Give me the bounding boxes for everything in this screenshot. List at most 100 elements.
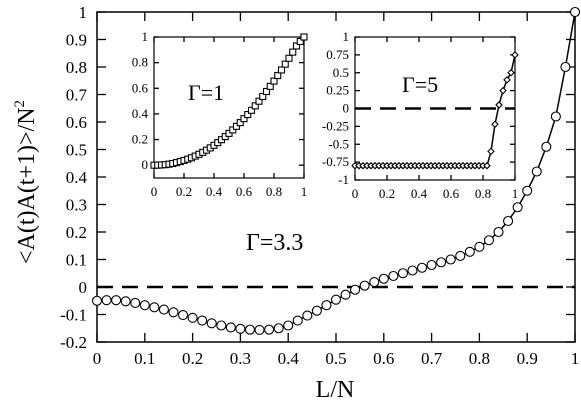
y-axis-title: <A(t)A(t+1)>/N2 (12, 100, 40, 264)
inset-gamma-5-data-point (507, 68, 515, 77)
main-data-point (330, 294, 342, 305)
main-data-point (292, 315, 303, 326)
main-data-point (216, 320, 227, 331)
main-data-point (149, 302, 160, 313)
inset-gamma-5-y-tick-label: -0.75 (322, 154, 349, 169)
main-x-tick-label: 0 (93, 349, 102, 368)
main-data-point (560, 61, 571, 73)
main-data-point (130, 297, 141, 309)
main-data-point (101, 295, 112, 306)
inset-gamma-5-data-point (503, 76, 511, 84)
main-y-tick-label: 0.7 (66, 86, 88, 105)
inset-gamma-1-data-point (289, 48, 297, 56)
inset-gamma-5-x-tick-label: 0.2 (379, 186, 395, 201)
inset-gamma-1-y-tick-label: 0.8 (132, 55, 148, 70)
main-data-point (426, 259, 437, 271)
inset-gamma-1-x-tick-label: 0.8 (266, 184, 282, 199)
inset-gamma-1-data-point (274, 72, 282, 80)
main-data-point (264, 324, 275, 335)
inset-gamma-1-data-point (229, 126, 237, 134)
main-y-tick-label: 1 (79, 3, 88, 22)
main-y-tick-label: 0.5 (66, 141, 87, 160)
inset-gamma-5-data-point (491, 120, 499, 129)
inset-gamma-1-data-point (236, 119, 244, 127)
inset-gamma-1-y-tick-label: 0 (142, 157, 149, 172)
inset-gamma-1-data-point (262, 87, 271, 96)
main-data-point (197, 315, 208, 326)
main-data-point (369, 276, 380, 288)
main-y-tick-label: 0.2 (66, 223, 87, 242)
inset-gamma-1-x-tick-label: 0.2 (176, 184, 192, 199)
main-x-tick-label: 0.9 (517, 349, 538, 368)
main-data-point (436, 257, 447, 268)
inset-gamma-1-data-point (247, 106, 256, 114)
inset-gamma-1-data-point (281, 60, 289, 68)
y-axis-title-text: <A(t)A(t+1)>/N (14, 107, 40, 264)
main-y-tick-label: -0.2 (60, 333, 87, 352)
inset-gamma-5-y-tick-label: -0.25 (322, 118, 349, 133)
inset-gamma-1-data-point (277, 66, 286, 74)
inset-gamma-1-data-point (255, 97, 263, 105)
main-data-point (158, 304, 169, 315)
main-y-tick-label: 0.8 (66, 58, 87, 77)
inset-gamma-1-y-tick-label: 1 (142, 29, 149, 44)
inset-gamma-1-data-point (300, 33, 308, 41)
main-data-point (569, 6, 581, 18)
inset-gamma-1-plot: 0 0.2 0.4 0.6 0.8 1 0 0.2 0.4 0.6 0.8 1 Γ=1 (132, 29, 308, 199)
main-y-tick-label: 0.4 (66, 168, 88, 187)
main-data-point (474, 241, 485, 252)
inset-gamma-1-data-point (259, 92, 267, 101)
inset-gamma-1-data-point (240, 115, 248, 123)
main-data-point (139, 300, 150, 311)
inset-gamma-5-y-tick-label: 0 (343, 101, 350, 116)
main-x-tick-label: 0.7 (421, 349, 443, 368)
main-data-point (91, 295, 103, 306)
main-data-point (273, 323, 284, 334)
main-x-tick-label: 0.6 (373, 349, 394, 368)
inset-gamma-1-y-tick-label: 0.2 (132, 132, 148, 147)
inset-gamma-5-data-point (511, 51, 519, 59)
inset-gamma-1-data-point (244, 111, 252, 119)
main-data-point (302, 310, 313, 321)
inset-gamma-1-data-point (251, 102, 259, 110)
inset-gamma-5-y-tick-label: 1 (343, 29, 350, 44)
inset-gamma-1-data-point (285, 54, 293, 62)
inset-gamma-5-y-tick-label: 0.25 (326, 83, 349, 98)
main-data-point (503, 215, 514, 227)
main-x-tick-label: 0.5 (325, 349, 346, 368)
main-data-point (254, 324, 265, 335)
main-data-point (340, 289, 351, 300)
inset-gamma-5-data-point (495, 101, 503, 109)
main-data-point (235, 323, 246, 334)
main-y-tick-label: -0.1 (60, 306, 87, 325)
inset-gamma-5-y-tick-label: 0.5 (333, 65, 349, 80)
main-plot: 0 0.1 0.2 0.3 0.4 0.5 0.6 0.7 0.8 0.9 1 -0.2 -0.1 0 0.… (60, 3, 581, 368)
main-data-point (283, 320, 294, 331)
inset-gamma-5-plot: 0 0.2 0.4 0.6 0.8 1 -1 -0.75 -0.5 -0.25 0 0.25 0.5 0.… (322, 29, 519, 201)
inset-gamma-1-x-tick-label: 0.4 (206, 184, 223, 199)
inset-gamma-5-data-point (483, 161, 491, 170)
main-y-tick-label: 0.1 (66, 251, 87, 270)
main-x-tick-label: 0.3 (230, 349, 251, 368)
main-data-point (493, 226, 504, 238)
main-data-point (359, 280, 370, 291)
main-data-point (455, 250, 466, 261)
x-axis-title: L/N (316, 377, 355, 402)
main-data-point (445, 254, 456, 265)
main-data-point (120, 296, 131, 307)
inset-gamma-5-y-tick-label: -0.5 (328, 136, 349, 151)
inset-gamma-5-y-tick-label: 0.75 (326, 47, 349, 62)
inset-gamma-1-annotation-label: Γ=1 (188, 80, 224, 105)
inset-gamma-1-y-tick-label: 0.6 (132, 80, 149, 95)
main-data-point (244, 324, 256, 335)
main-data-point (483, 235, 495, 246)
inset-gamma-1-x-tick-label: 0 (151, 184, 158, 199)
main-data-point (416, 262, 428, 273)
main-y-tick-label: 0.6 (66, 113, 87, 132)
main-data-point (397, 268, 408, 279)
inset-gamma-1-x-tick-label: 1 (301, 184, 308, 199)
main-x-tick-label: 0.4 (278, 349, 300, 368)
inset-gamma-5-y-tick-label: -1 (338, 172, 349, 187)
inset-gamma-5-x-tick-label: 0.4 (411, 186, 428, 201)
main-data-point (541, 141, 552, 152)
